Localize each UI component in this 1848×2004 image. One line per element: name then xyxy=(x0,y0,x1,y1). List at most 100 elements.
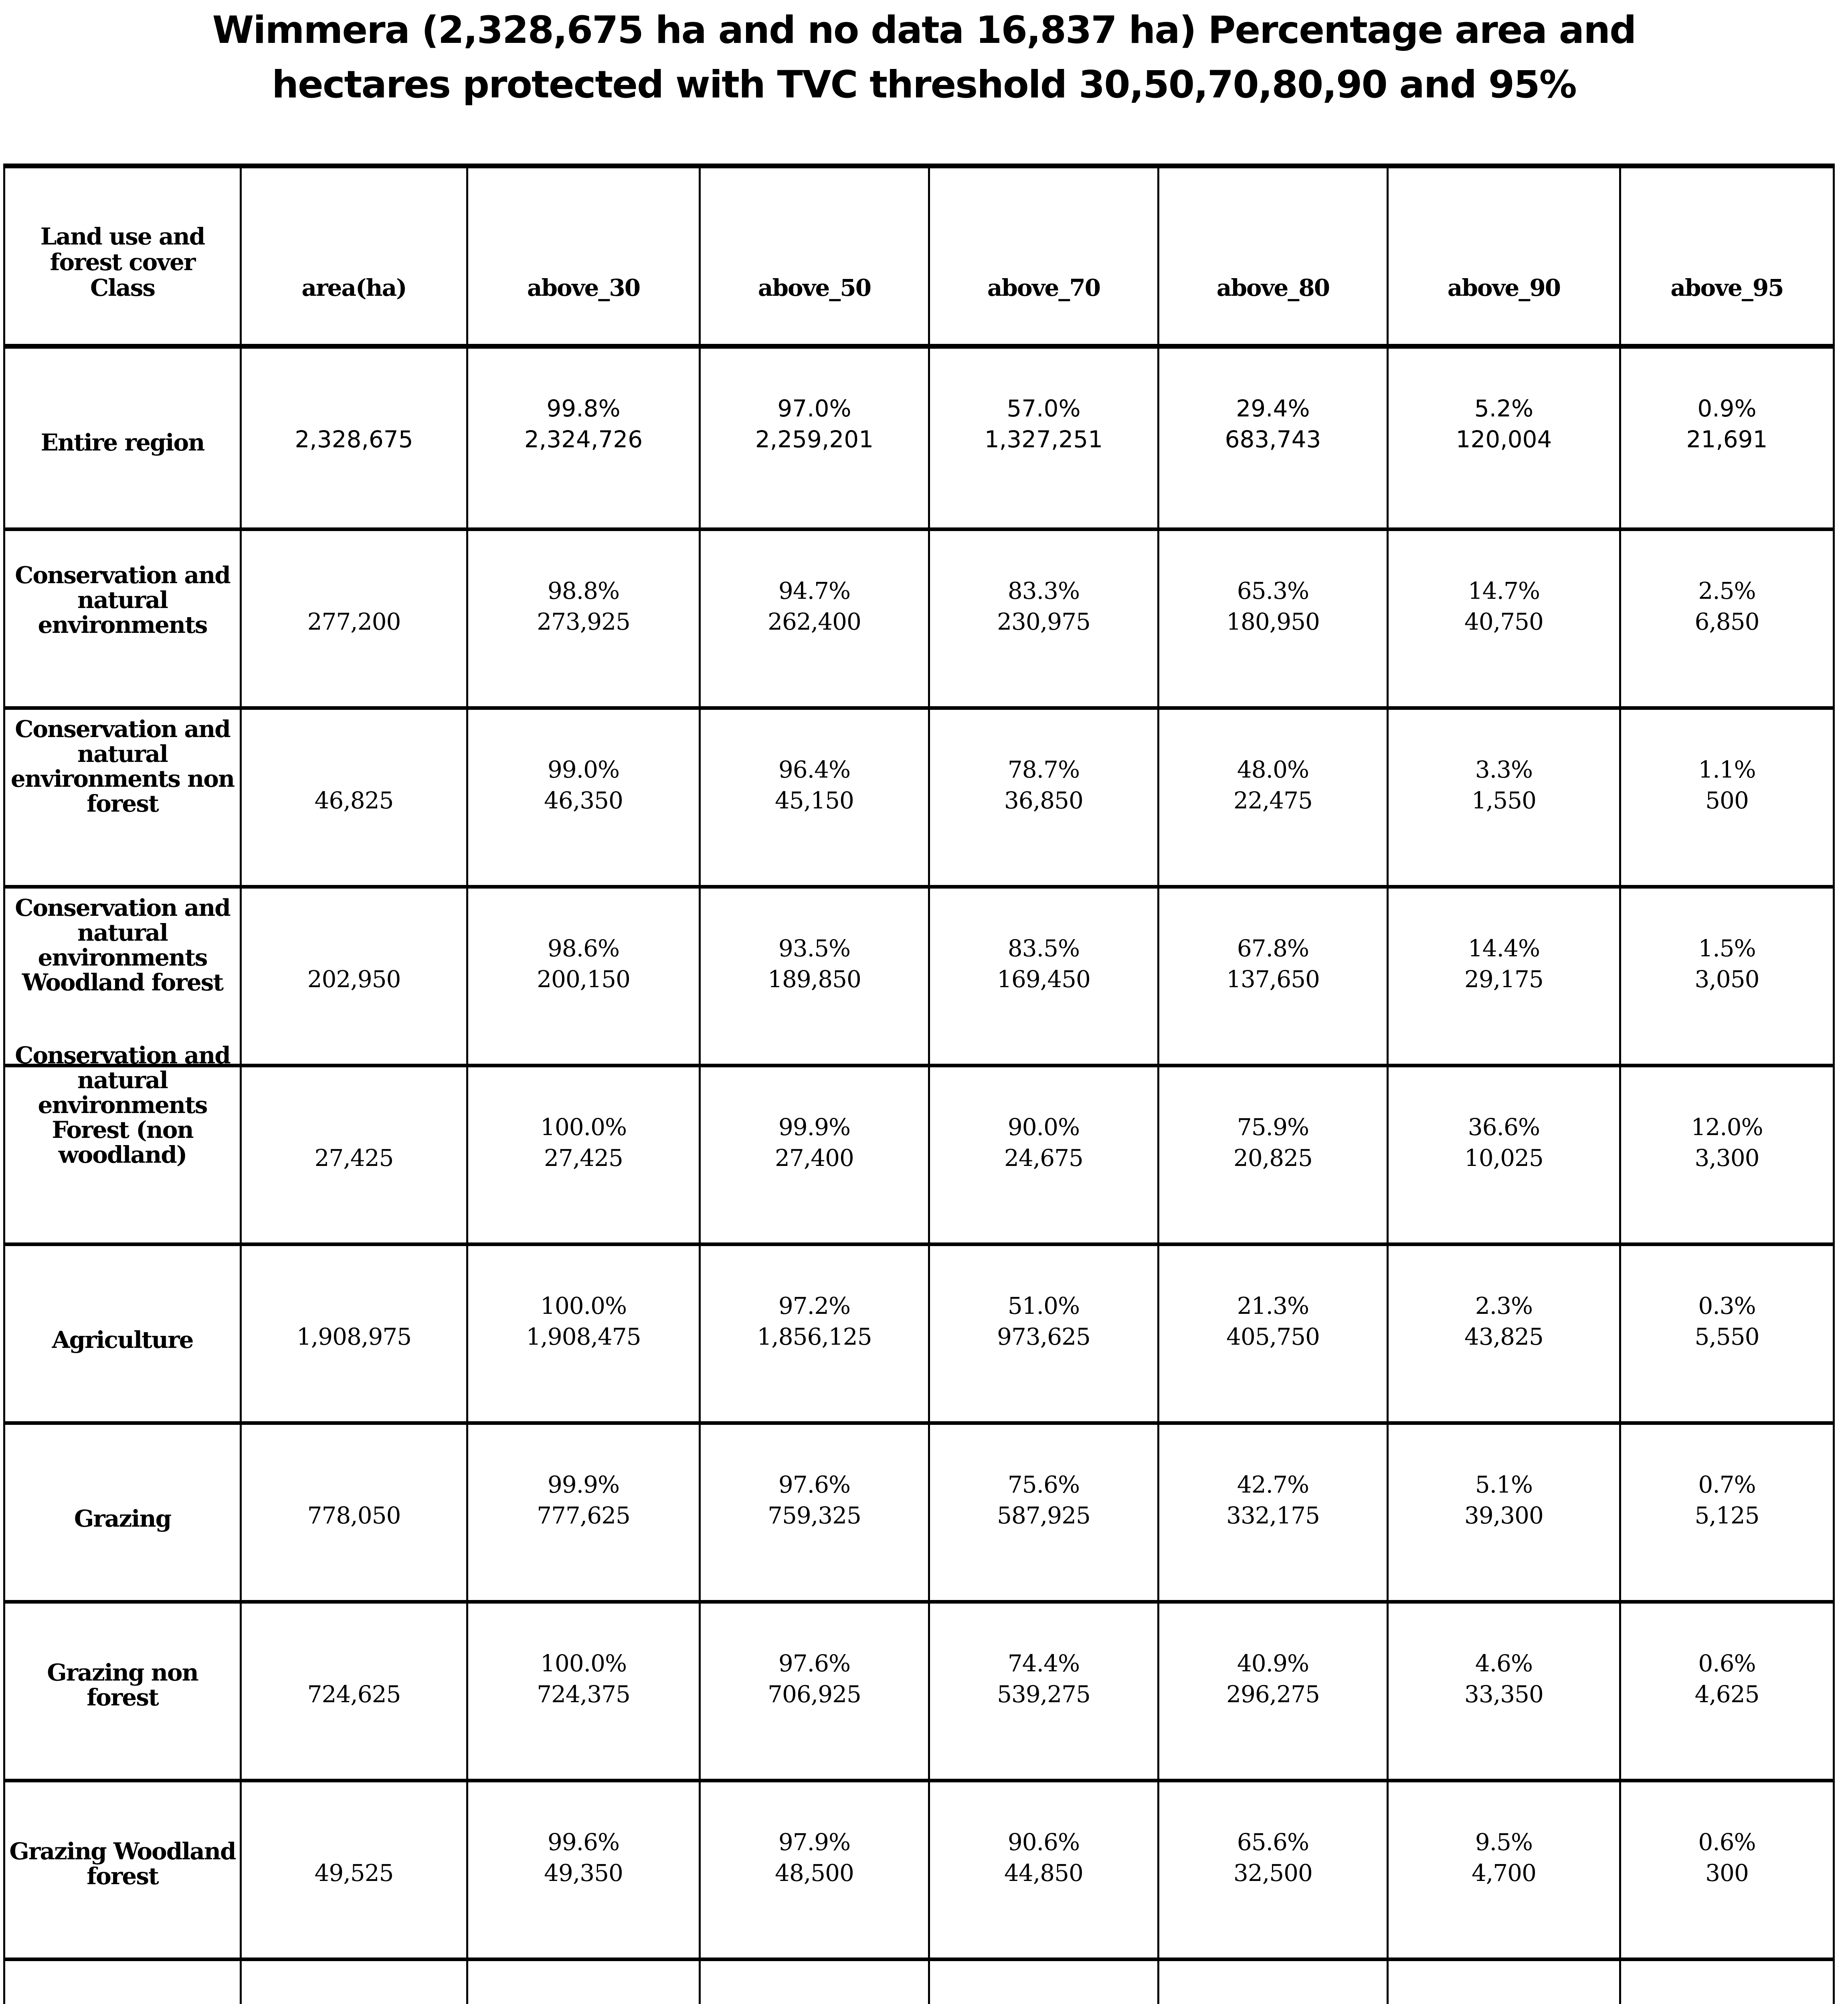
above-80-cell: 6.2%69,850 xyxy=(1157,1961,1387,2004)
above-70-cell: 90.0% 24,675 xyxy=(928,1067,1157,1242)
above-80-cell: 65.6% 32,500 xyxy=(1157,1782,1387,1958)
ha-value: 2,324,726 xyxy=(524,426,643,453)
pct-value: 12.0% xyxy=(1691,1113,1763,1141)
pct-value: 65.3% xyxy=(1237,577,1309,604)
ha-value: 1,856,125 xyxy=(757,1323,872,1350)
pct-value: 0.9% xyxy=(1697,395,1757,422)
ha-value: 300 xyxy=(1705,1859,1749,1887)
pct-value: 78.7% xyxy=(1007,756,1080,783)
pct-value: 99.6% xyxy=(547,1828,620,1856)
ha-value: 3,300 xyxy=(1694,1144,1759,1172)
above-50-cell: 97.2% 1,856,125 xyxy=(699,1246,928,1421)
above-90-cell: 5.2% 120,004 xyxy=(1387,349,1619,527)
pct-value: 48.0% xyxy=(1237,756,1309,783)
header-label: above_70 xyxy=(987,274,1101,301)
class-cell: Cropping xyxy=(5,1961,240,2004)
header-label: area(ha) xyxy=(301,274,407,301)
ha-value: 500 xyxy=(1705,787,1749,814)
ha-value: 706,925 xyxy=(768,1681,861,1708)
above-50-cell: 96.4% 45,150 xyxy=(699,710,928,885)
above-80-cell: 40.9% 296,275 xyxy=(1157,1604,1387,1779)
ha-value: 5,550 xyxy=(1694,1323,1759,1350)
area-value: 1,908,975 xyxy=(296,1323,412,1350)
above-90-cell: 4.6% 33,350 xyxy=(1387,1604,1619,1779)
ha-value: 43,825 xyxy=(1464,1323,1544,1350)
row-label: Grazing non forest xyxy=(47,1659,199,1711)
above-30-cell: 98.8% 273,925 xyxy=(466,531,699,706)
table-row: Grazing Woodland forest 49,525 99.6% 49,3… xyxy=(5,1779,1833,1958)
pct-value: 65.6% xyxy=(1237,1828,1309,1856)
above-95-cell: 0.9% 21,691 xyxy=(1619,349,1833,527)
class-cell: Conservation and natural environments xyxy=(5,531,240,706)
pct-value: 0.6% xyxy=(1698,1828,1756,1856)
row-label: Conservation and natural environments Wo… xyxy=(15,894,231,996)
table-row: Conservation and natural environments Fo… xyxy=(5,1043,1833,1242)
area-value: 2,328,675 xyxy=(295,426,413,453)
ha-value: 189,850 xyxy=(768,966,861,993)
above-70-cell: 74.4% 539,275 xyxy=(928,1604,1157,1779)
above-70-cell: 90.6% 44,850 xyxy=(928,1782,1157,1958)
ha-value: 20,825 xyxy=(1233,1144,1313,1172)
ha-value: 21,691 xyxy=(1686,426,1768,453)
pct-value: 67.8% xyxy=(1237,935,1309,962)
pct-value: 98.6% xyxy=(547,935,620,962)
pct-value: 2.5% xyxy=(1698,577,1756,604)
ha-value: 973,625 xyxy=(997,1323,1091,1350)
pct-value: 97.6% xyxy=(778,1650,851,1677)
ha-value: 4,625 xyxy=(1694,1681,1759,1708)
area-value: 778,050 xyxy=(307,1502,401,1529)
table-row: Conservation and natural environments 27… xyxy=(5,527,1833,706)
pct-value: 74.4% xyxy=(1007,1650,1080,1677)
above-95-cell: 1.5% 3,050 xyxy=(1619,889,1833,1064)
ha-value: 180,950 xyxy=(1226,608,1320,635)
area-value: 27,425 xyxy=(314,1144,394,1172)
ha-value: 120,004 xyxy=(1456,426,1552,453)
header-cell-above-70: above_70 xyxy=(928,168,1157,344)
above-90-cell: 14.4% 29,175 xyxy=(1387,889,1619,1064)
area-cell: 2,328,675 xyxy=(240,349,466,527)
area-cell: 277,200 xyxy=(240,531,466,706)
above-70-cell: 83.3% 230,975 xyxy=(928,531,1157,706)
above-95-cell: 12.0% 3,300 xyxy=(1619,1067,1833,1242)
above-80-cell: 21.3% 405,750 xyxy=(1157,1246,1387,1421)
ha-value: 1,327,251 xyxy=(984,426,1103,453)
table-row: Cropping 1,125,650 100.0%1,125,575 97.0%… xyxy=(5,1958,1833,2004)
pct-value: 36.6% xyxy=(1468,1113,1540,1141)
above-30-cell: 99.8% 2,324,726 xyxy=(466,349,699,527)
above-95-cell: 0.0%375 xyxy=(1619,1961,1833,2004)
table-body: Entire region 2,328,675 99.8% 2,324,726 9… xyxy=(5,349,1833,2004)
ha-value: 36,850 xyxy=(1004,787,1084,814)
ha-value: 32,500 xyxy=(1233,1859,1313,1887)
pct-value: 83.3% xyxy=(1007,577,1080,604)
row-label: Grazing Woodland forest xyxy=(9,1838,236,1890)
above-50-cell: 97.0%1,091,525 xyxy=(699,1961,928,2004)
above-90-cell: 36.6% 10,025 xyxy=(1387,1067,1619,1242)
data-table: Land use and forest cover Class area(ha)… xyxy=(3,164,1835,2004)
area-value: 724,625 xyxy=(307,1681,401,1708)
above-90-cell: 5.1% 39,300 xyxy=(1387,1425,1619,1600)
row-label: Conservation and natural environments xyxy=(15,562,231,638)
ha-value: 200,150 xyxy=(537,966,631,993)
above-30-cell: 100.0% 1,908,475 xyxy=(466,1246,699,1421)
header-label: above_90 xyxy=(1447,274,1561,301)
above-90-cell: 0.3%3,625 xyxy=(1387,1961,1619,2004)
pct-value: 1.1% xyxy=(1698,756,1756,783)
row-label: Entire region xyxy=(40,429,205,456)
pct-value: 51.0% xyxy=(1007,1292,1080,1319)
area-value: 277,200 xyxy=(307,608,401,635)
pct-value: 57.0% xyxy=(1007,395,1081,422)
class-cell: Grazing xyxy=(5,1425,240,1600)
pct-value: 94.7% xyxy=(778,577,851,604)
above-70-cell: 51.0% 973,625 xyxy=(928,1246,1157,1421)
header-cell-above-90: above_90 xyxy=(1387,168,1619,344)
class-cell: Conservation and natural environments no… xyxy=(5,710,240,885)
pct-value: 97.0% xyxy=(777,395,851,422)
ha-value: 5,125 xyxy=(1694,1502,1759,1529)
area-cell: 724,625 xyxy=(240,1604,466,1779)
above-50-cell: 97.0% 2,259,201 xyxy=(699,349,928,527)
above-95-cell: 0.6% 4,625 xyxy=(1619,1604,1833,1779)
above-90-cell: 14.7% 40,750 xyxy=(1387,531,1619,706)
pct-value: 75.9% xyxy=(1237,1113,1309,1141)
ha-value: 296,275 xyxy=(1226,1681,1320,1708)
above-50-cell: 93.5% 189,850 xyxy=(699,889,928,1064)
